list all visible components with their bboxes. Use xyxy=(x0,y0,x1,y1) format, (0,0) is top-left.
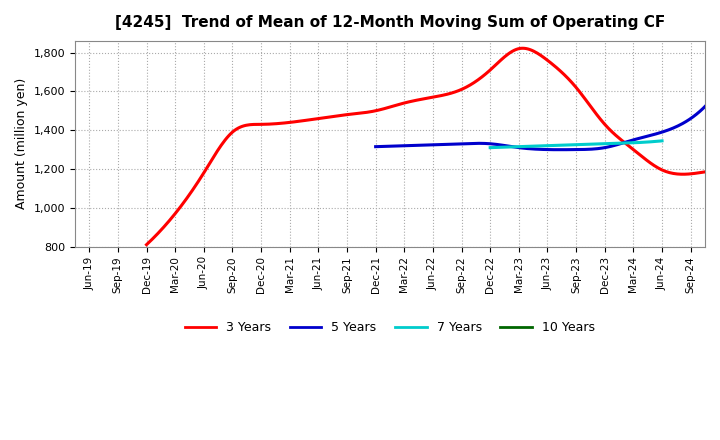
Legend: 3 Years, 5 Years, 7 Years, 10 Years: 3 Years, 5 Years, 7 Years, 10 Years xyxy=(180,316,600,339)
Title: [4245]  Trend of Mean of 12-Month Moving Sum of Operating CF: [4245] Trend of Mean of 12-Month Moving … xyxy=(114,15,665,30)
Y-axis label: Amount (million yen): Amount (million yen) xyxy=(15,78,28,209)
